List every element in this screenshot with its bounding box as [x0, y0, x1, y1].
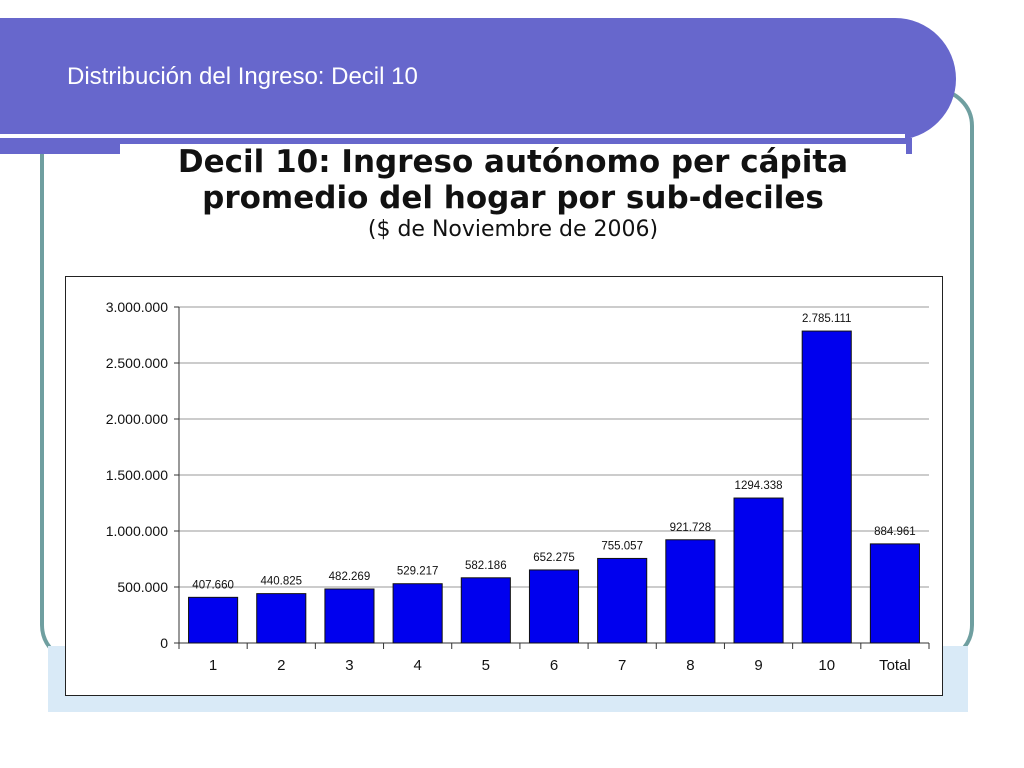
bar: [460, 577, 511, 644]
bar: [733, 497, 784, 644]
data-label: 529.217: [397, 566, 439, 578]
chart-title-block: Decil 10: Ingreso autónomo per cápita pr…: [120, 144, 906, 244]
category-label: 3: [345, 657, 353, 674]
category-label: 6: [550, 657, 558, 674]
bar: [869, 543, 920, 644]
data-label: 1294.338: [735, 480, 783, 492]
data-label: 921.728: [670, 522, 712, 534]
data-label: 2.785.111: [802, 313, 851, 325]
category-label: 10: [818, 657, 835, 674]
data-label: 755.057: [601, 540, 643, 552]
category-label: 9: [754, 657, 762, 674]
bar: [597, 557, 648, 644]
header-rule: [0, 134, 905, 138]
data-label: 440.825: [260, 576, 302, 588]
category-label: 2: [277, 657, 285, 674]
chart-title-line2: promedio del hogar por sub-deciles: [202, 180, 824, 216]
slide-title: Distribución del Ingreso: Decil 10: [67, 63, 418, 90]
y-tick-label: 1.000.000: [106, 523, 168, 539]
chart-title-line1: Decil 10: Ingreso autónomo per cápita: [120, 144, 906, 180]
bar: [392, 583, 443, 644]
bar: [528, 569, 580, 644]
y-tick-label: 3.000.000: [106, 299, 168, 315]
bar: [665, 539, 716, 644]
category-label: Total: [879, 657, 911, 674]
y-tick-label: 2.500.000: [106, 355, 168, 371]
chart-subtitle: ($ de Noviembre de 2006): [367, 217, 659, 242]
data-label: 652.275: [533, 552, 575, 564]
bar: [324, 588, 375, 644]
data-label: 884.961: [874, 526, 916, 538]
category-label: 7: [618, 657, 626, 674]
bar: [801, 330, 852, 644]
category-label: 4: [413, 657, 421, 674]
chart-area: 0 500.000 1.000.000 1.500.000 2.000.000 2.500…: [65, 276, 943, 696]
data-label: 482.269: [329, 571, 371, 583]
header-band: [0, 18, 956, 140]
y-tick-label: 1.500.000: [106, 467, 168, 483]
data-label: 407.660: [192, 579, 234, 591]
y-tick-label: 0: [160, 635, 168, 651]
category-label: 8: [686, 657, 694, 674]
bar-chart: 0 500.000 1.000.000 1.500.000 2.000.000 2.500…: [106, 299, 930, 674]
y-tick-label: 500.000: [117, 579, 168, 595]
bar: [188, 596, 239, 644]
category-label: 1: [209, 657, 217, 674]
data-label: 582.186: [465, 560, 507, 572]
y-tick-label: 2.000.000: [106, 411, 168, 427]
bar: [256, 593, 307, 644]
category-label: 5: [482, 657, 490, 674]
